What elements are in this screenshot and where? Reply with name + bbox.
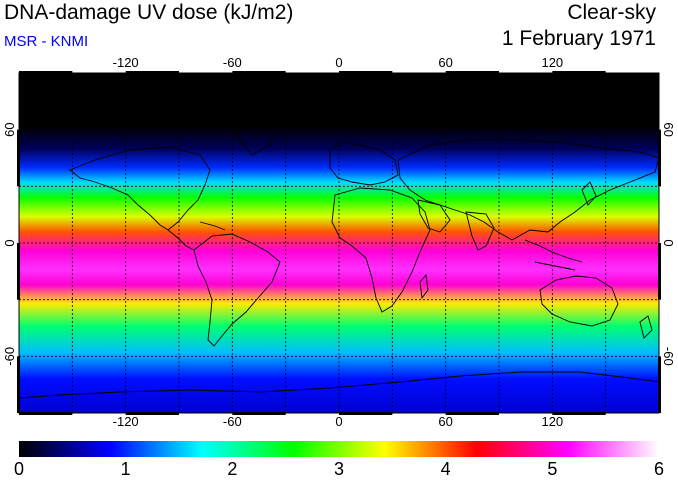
frame-tick-segment (445, 412, 499, 415)
latitude-label-right: -60 (661, 347, 676, 366)
latitude-label-left: -60 (2, 347, 17, 366)
frame-tick-segment (339, 71, 393, 74)
frame-tick-bars (17, 71, 661, 415)
graticule (19, 73, 659, 413)
latitude-label-left: 0 (2, 239, 17, 246)
longitude-label-bottom: 0 (335, 414, 342, 429)
coastlines (19, 114, 659, 399)
frame-tick-segment (658, 129, 661, 187)
frame-tick-segment (552, 71, 606, 74)
colorbar-tick-label: 4 (441, 459, 451, 479)
frame-tick-segment (19, 71, 73, 74)
longitude-label-top: -60 (223, 55, 242, 70)
longitude-label-top: 0 (335, 55, 342, 70)
colorbar-tick-label: 5 (547, 459, 557, 479)
colorbar-labels: 0 1 2 3 4 5 6 (14, 459, 664, 479)
frame-tick-segment (125, 412, 179, 415)
bottom-longitude-labels: -120 -60 0 60 120 (113, 414, 564, 429)
top-longitude-labels: -120 -60 0 60 120 (113, 55, 564, 70)
latitude-label-right: 0 (661, 239, 676, 246)
latitude-label-left: 60 (2, 122, 17, 136)
frame-tick-segment (658, 356, 661, 413)
colorbar-tick-label: 3 (334, 459, 344, 479)
left-latitude-labels: 60 0 -60 (2, 122, 17, 365)
colorbar-tick-label: 0 (14, 459, 24, 479)
frame-tick-segment (552, 412, 606, 415)
right-latitude-labels: 60 0 -60 (661, 122, 676, 365)
longitude-label-bottom: 60 (438, 414, 452, 429)
frame-tick-segment (17, 243, 20, 300)
longitude-label-bottom: -120 (113, 414, 139, 429)
longitude-label-top: 120 (541, 55, 563, 70)
frame-tick-segment (19, 412, 73, 415)
map-title: DNA-damage UV dose (kJ/m2) (4, 1, 294, 24)
source-label: MSR - KNMI (4, 33, 89, 50)
frame-tick-segment (125, 71, 179, 74)
colorbar-tick-label: 1 (121, 459, 131, 479)
frame-tick-segment (232, 412, 286, 415)
longitude-label-top: 60 (438, 55, 452, 70)
colorbar (19, 441, 659, 457)
sky-condition-label: Clear-sky (567, 1, 656, 24)
frame-tick-segment (17, 129, 20, 187)
frame-tick-segment (339, 412, 393, 415)
colorbar-tick-label: 6 (654, 459, 664, 479)
longitude-label-bottom: 120 (541, 414, 563, 429)
colorbar-tick-label: 2 (227, 459, 237, 479)
frame-tick-segment (658, 243, 661, 300)
frame-tick-segment (232, 71, 286, 74)
longitude-label-bottom: -60 (223, 414, 242, 429)
date-label: 1 February 1971 (501, 27, 656, 50)
latitude-label-right: 60 (661, 122, 676, 136)
frame-tick-segment (445, 71, 499, 74)
longitude-label-top: -120 (113, 55, 139, 70)
frame-tick-segment (17, 356, 20, 413)
